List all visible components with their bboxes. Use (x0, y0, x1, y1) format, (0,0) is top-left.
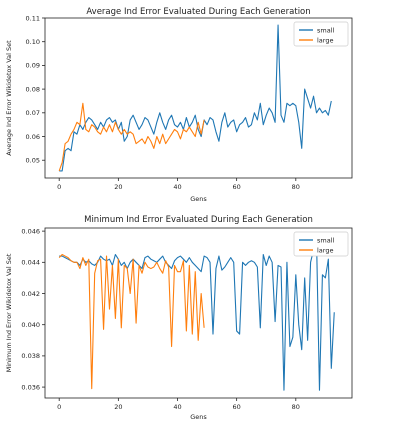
x-axis-label: Gens (190, 195, 207, 203)
y-axis-label: Minimum Ind Error Wikidetox Val Set (5, 253, 13, 372)
y-tick-label: 0.046 (21, 227, 40, 235)
y-tick-label: 0.040 (21, 321, 40, 329)
y-tick-label: 0.06 (26, 133, 40, 141)
x-tick-label: 40 (173, 183, 181, 191)
chart-title: Average Ind Error Evaluated During Each … (86, 7, 310, 17)
x-tick-label: 80 (292, 403, 300, 411)
x-tick-label: 80 (292, 183, 300, 191)
y-tick-label: 0.038 (21, 352, 40, 360)
x-tick-label: 0 (57, 403, 61, 411)
plot-frame (44, 227, 353, 399)
x-tick-label: 40 (173, 403, 181, 411)
series-line-small (59, 24, 332, 172)
plot-frame (44, 17, 353, 179)
series-line-small (59, 238, 335, 391)
y-tick-label: 0.08 (26, 85, 40, 93)
y-tick-label: 0.044 (21, 259, 40, 267)
y-tick-label: 0.11 (26, 14, 40, 22)
x-axis-label: Gens (190, 413, 207, 421)
y-tick-label: 0.042 (21, 290, 40, 298)
x-tick-label: 60 (233, 403, 241, 411)
series-line-large (58, 102, 205, 172)
legend-label-small: small (317, 236, 335, 244)
x-tick-label: 0 (57, 183, 61, 191)
legend-label-large: large (317, 36, 333, 44)
chart-average-error: Average Ind Error Evaluated During Each … (5, 7, 353, 203)
chart-minimum-error: Minimum Ind Error Evaluated During Each … (5, 215, 353, 421)
y-axis-label: Average Ind Error Wikidetox Val Set (5, 40, 13, 156)
x-tick-label: 20 (114, 403, 122, 411)
series-line-large (58, 253, 205, 390)
y-tick-label: 0.10 (26, 38, 40, 46)
legend-label-small: small (317, 26, 335, 34)
y-tick-label: 0.09 (26, 62, 40, 70)
chart-title: Minimum Ind Error Evaluated During Each … (84, 215, 313, 225)
y-tick-label: 0.036 (21, 383, 40, 391)
y-tick-label: 0.05 (26, 157, 40, 165)
legend-label-large: large (317, 246, 333, 254)
x-tick-label: 20 (114, 183, 122, 191)
y-tick-label: 0.07 (26, 109, 40, 117)
x-tick-label: 60 (233, 183, 241, 191)
